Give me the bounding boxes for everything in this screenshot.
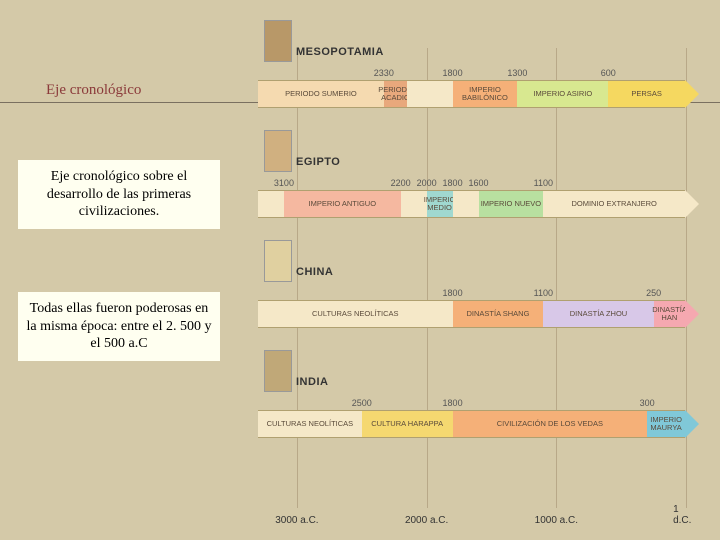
timeline-segment: PERIODO SUMERIO [258,80,384,108]
timeline-segment: CULTURAS NEOLÍTICAS [258,300,453,328]
timeline-segment: DINASTÍA ZHOU [543,300,653,328]
civilization-icon [264,20,292,62]
year-mark: 1600 [468,178,488,188]
timeline-segment [401,190,427,218]
year-mark: 2500 [352,398,372,408]
civilization-label: EGIPTO [296,156,340,168]
grid-line [427,48,428,508]
arrowhead-icon [685,190,699,218]
year-mark: 1800 [443,68,463,78]
year-mark: 1800 [443,178,463,188]
timeline-segment: PERIODO ACADIO [384,80,407,108]
year-mark: 1300 [507,68,527,78]
year-mark: 2000 [417,178,437,188]
year-mark: 250 [646,288,661,298]
timeline-segment [407,80,452,108]
timeline-segment [453,190,479,218]
axis-label: 1000 a.C. [535,515,578,526]
civilization-icon [264,240,292,282]
axis-label: 1 d.C. [673,504,699,526]
timeline-segment: IMPERIO NUEVO [479,190,544,218]
timeline-segment: IMPERIO ANTIGUO [284,190,401,218]
axis-label: 3000 a.C. [275,515,318,526]
year-mark: 300 [640,398,655,408]
timeline-segment: CULTURAS NEOLÍTICAS [258,410,362,438]
page-title: Eje cronológico [46,82,141,99]
civilization-label: CHINA [296,266,333,278]
timeline-segment: IMPERIO ASIRIO [517,80,608,108]
left-panel: Eje cronológico Eje cronológico sobre el… [0,0,250,540]
timeline-segment: DINASTÍA HAN [654,300,685,328]
civilization-icon [264,130,292,172]
arrowhead-icon [685,410,699,438]
timeline-segment: PERSAS [608,80,685,108]
timeline-segment: IMPERIO MEDIO [427,190,453,218]
timeline-segment [258,190,284,218]
grid-line [297,48,298,508]
civilization-icon [264,350,292,392]
year-mark: 600 [601,68,616,78]
description-1: Eje cronológico sobre el desarrollo de l… [18,160,220,229]
year-mark: 1100 [534,178,553,188]
timeline-segment: DOMINIO EXTRANJERO [543,190,685,218]
arrowhead-icon [685,300,699,328]
year-mark: 1800 [443,398,463,408]
civilization-label: INDIA [296,376,328,388]
timeline-chart: MESOPOTAMIA 2330 1800 1300 600 PERIODO SUMERI… [258,8,712,528]
grid-line [686,48,687,508]
axis-label: 2000 a.C. [405,515,448,526]
year-mark: 3100 [274,178,294,188]
timeline-segment: IMPERIO BABILÓNICO [453,80,518,108]
civilization-label: MESOPOTAMIA [296,46,384,58]
grid-line [556,48,557,508]
year-mark: 1800 [443,288,463,298]
timeline-segment: CULTURA HARAPPA [362,410,453,438]
year-mark: 2330 [374,68,394,78]
timeline-segment: CIVILIZACIÓN DE LOS VEDAS [453,410,648,438]
description-2: Todas ellas fueron poderosas en la misma… [18,292,220,361]
year-mark: 2200 [391,178,411,188]
timeline-segment: IMPERIO MAURYA [647,410,685,438]
timeline-segment: DINASTÍA SHANG [453,300,544,328]
year-mark: 1100 [534,288,553,298]
arrowhead-icon [685,80,699,108]
